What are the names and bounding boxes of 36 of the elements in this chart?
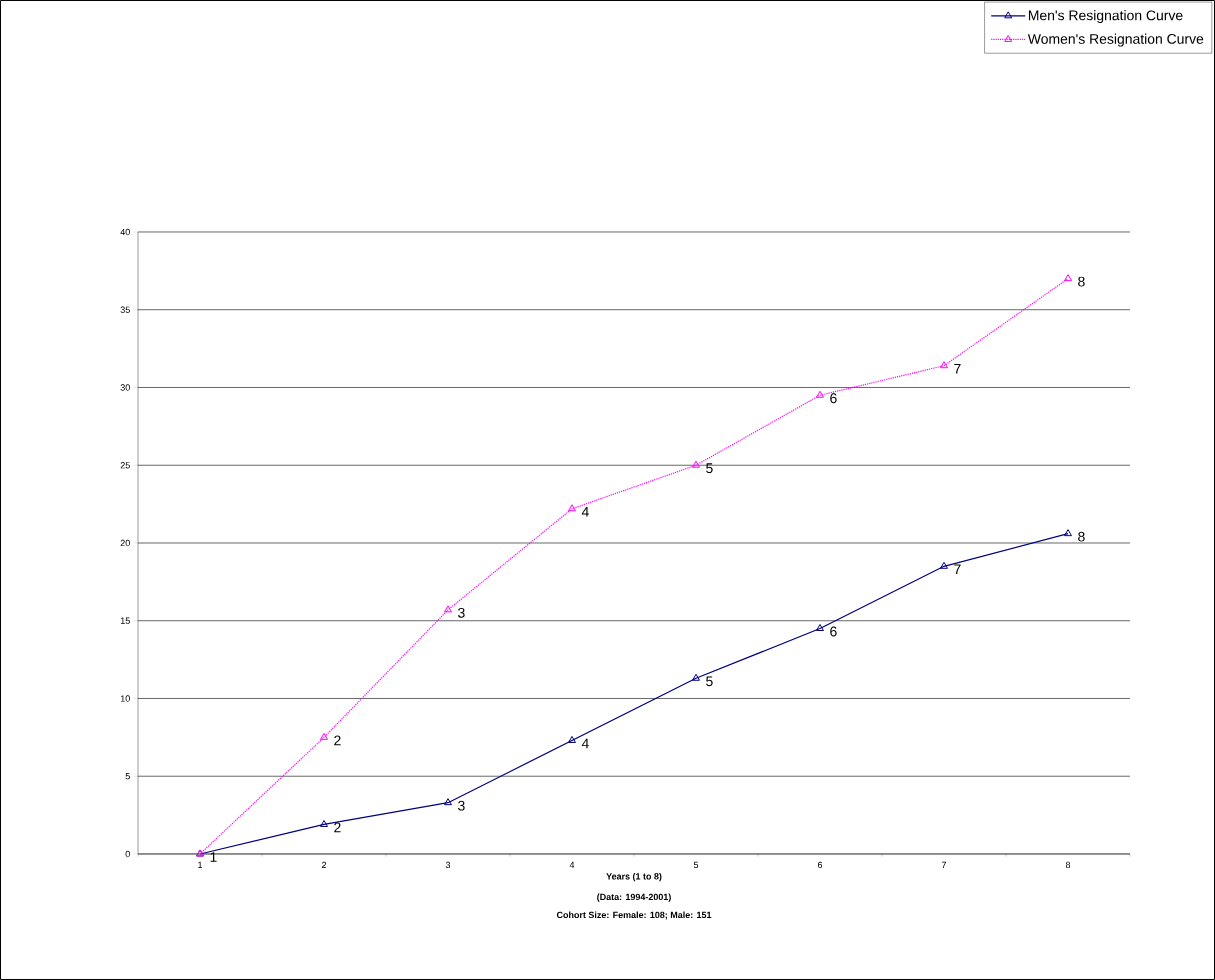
x-tick-label: 5 [693,861,699,869]
y-tick-label: 40 [120,228,130,236]
text: (Data: 1994-2001) [597,893,671,902]
annotation: 8 [1078,531,1085,542]
x-tick-label: 4 [569,861,575,868]
annotation: 5 [706,676,713,687]
x-tick-label: 2 [321,861,327,869]
y-tick-label: 0 [125,850,130,858]
annotation: 8 [1078,276,1085,287]
x-tick-label: 1 [198,861,203,868]
x-tick-label: 8 [1065,861,1071,869]
y-tick-label: 5 [125,773,130,780]
annotation: 7 [954,363,961,374]
x-tick-label: 7 [941,861,947,868]
annotation: 3 [458,800,465,811]
annotation: 4 [581,738,589,749]
annotation: 3 [458,607,465,618]
y-tick-label: 25 [120,462,130,469]
y-tick-label: 15 [120,617,130,624]
annotation: 6 [830,393,837,404]
annotation: 5 [706,463,713,474]
text: Cohort Size: Female: 108; Male: 151 [556,911,712,920]
y-tick-label: 20 [120,539,130,547]
x-tick-label: 6 [817,861,823,869]
legend-label: Men's Resignation Curve [1028,10,1183,24]
y-tick-label: 35 [120,306,130,313]
x-axis-title: Years (1 to 8) [606,872,662,882]
x-tick-label: 3 [445,861,451,869]
y-tick-label: 10 [120,695,130,702]
annotation: 2 [334,822,341,833]
legend-label: Women's Resignation Curve [1027,33,1204,47]
annotation: 4 [581,506,589,517]
annotation: 2 [334,735,341,746]
y-tick-label: 30 [120,384,130,391]
annotation: 7 [954,564,961,575]
annotation: 6 [830,626,837,637]
